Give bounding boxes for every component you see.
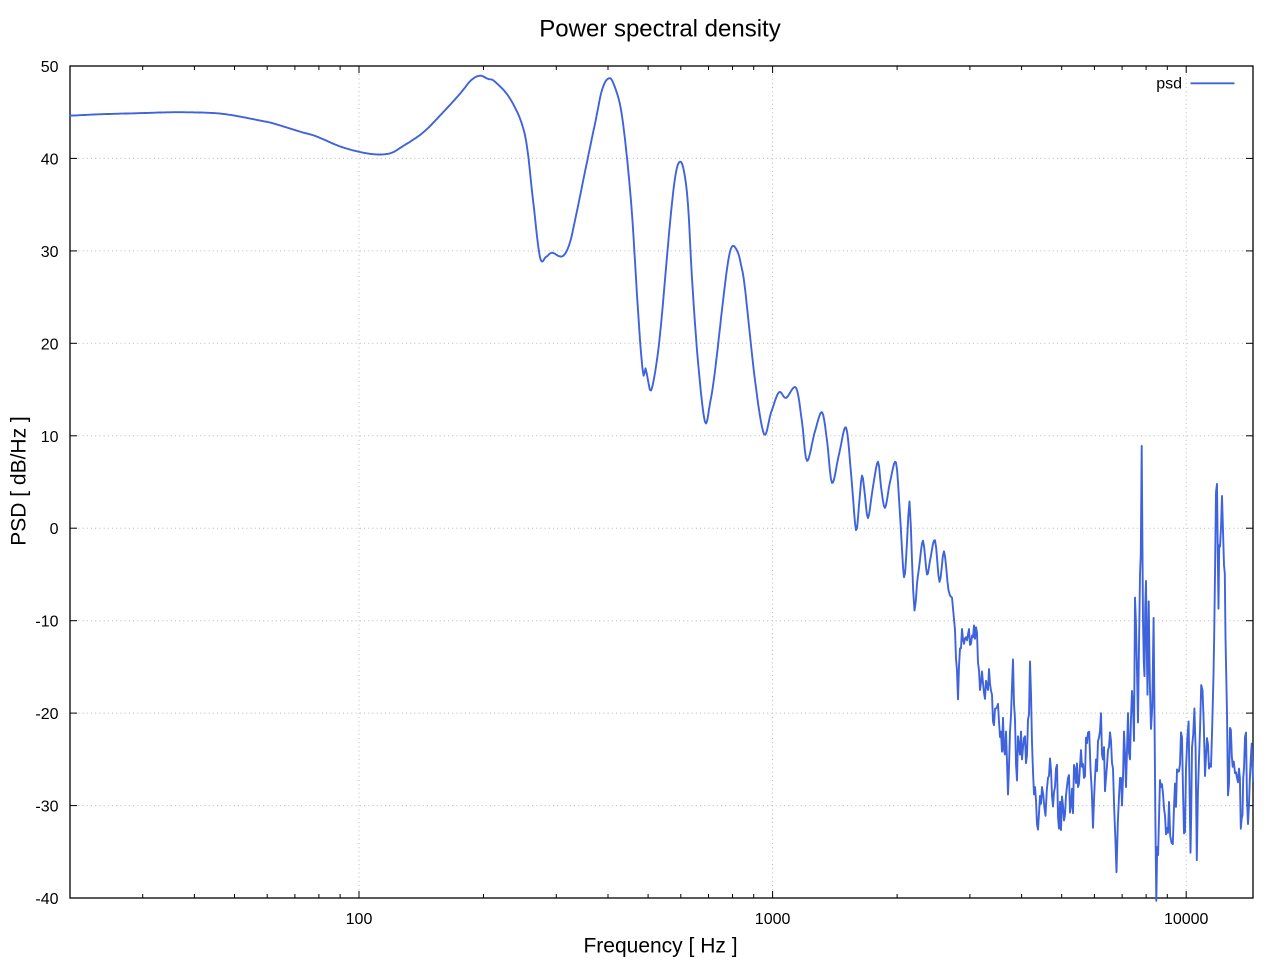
svg-text:0: 0	[50, 521, 59, 538]
svg-text:-40: -40	[35, 891, 58, 908]
svg-text:PSD [ dB/Hz ]: PSD [ dB/Hz ]	[8, 416, 31, 546]
svg-text:10: 10	[41, 429, 59, 446]
svg-text:50: 50	[41, 59, 59, 76]
svg-text:-20: -20	[35, 706, 58, 723]
svg-text:20: 20	[41, 336, 59, 353]
svg-text:10000: 10000	[1164, 911, 1209, 928]
svg-text:30: 30	[41, 244, 59, 261]
svg-text:100: 100	[346, 911, 373, 928]
svg-text:Frequency [ Hz ]: Frequency [ Hz ]	[583, 935, 737, 958]
svg-text:1000: 1000	[755, 911, 791, 928]
svg-text:-30: -30	[35, 799, 58, 816]
svg-text:40: 40	[41, 151, 59, 168]
svg-text:psd: psd	[1156, 76, 1182, 93]
svg-text:Power spectral density: Power spectral density	[539, 16, 780, 43]
svg-text:-10: -10	[35, 614, 58, 631]
